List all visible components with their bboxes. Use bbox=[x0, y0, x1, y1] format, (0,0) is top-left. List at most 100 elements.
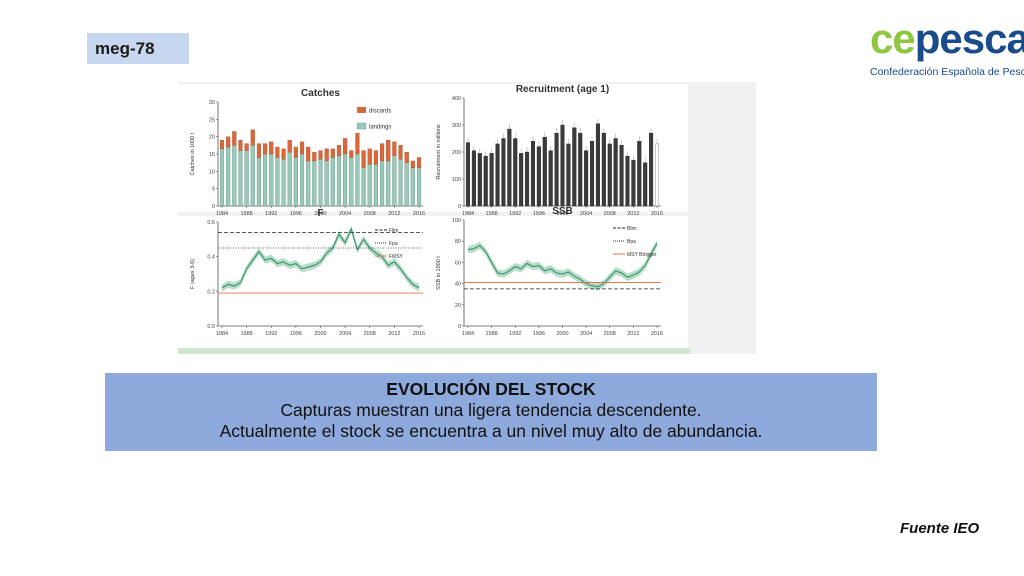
discards-bar bbox=[324, 148, 329, 162]
summary-heading: EVOLUCIÓN DEL STOCK bbox=[386, 379, 596, 399]
landings-bar bbox=[281, 159, 286, 207]
discards-bar bbox=[263, 143, 268, 155]
discards-bar bbox=[380, 143, 385, 162]
recruitment-bar bbox=[590, 141, 595, 207]
y-tick-label: 200 bbox=[452, 150, 461, 156]
x-tick-label: 1992 bbox=[265, 211, 277, 217]
x-tick-label: 1988 bbox=[486, 211, 498, 217]
cepesca-logo: cepesca Confederación Española de Pesca bbox=[870, 15, 1024, 80]
logo-wordmark: cepesca bbox=[870, 15, 1024, 62]
stock-figure: Catches Catches in 1000 t 0 5 10 15 20 25 30 1984… bbox=[178, 82, 756, 354]
recruitment-bar bbox=[525, 151, 530, 207]
y-tick-label: 0 bbox=[458, 204, 461, 210]
figure-bottom-strip bbox=[178, 348, 690, 354]
y-tick-label: 5 bbox=[212, 187, 215, 193]
recruitment-bar bbox=[542, 136, 547, 207]
legend-label: Fpa bbox=[389, 241, 398, 247]
recruitment-bar bbox=[483, 155, 488, 207]
landings-bar bbox=[256, 157, 261, 207]
discards-bar bbox=[287, 139, 292, 153]
recruitment-bar bbox=[560, 124, 565, 207]
recruitment-bar bbox=[471, 150, 476, 207]
recruitment-bar bbox=[601, 132, 606, 207]
discards-bar bbox=[330, 148, 335, 158]
x-tick-label: 2012 bbox=[627, 331, 639, 337]
y-tick-label: 40 bbox=[455, 282, 461, 288]
y-tick-label: 300 bbox=[452, 123, 461, 129]
x-tick-label: 2008 bbox=[604, 211, 616, 217]
legend-label: MSY Btrigger bbox=[627, 252, 657, 258]
x-tick-label: 1988 bbox=[241, 211, 253, 217]
discards-bar bbox=[355, 133, 360, 155]
y-tick-label: 400 bbox=[452, 96, 461, 102]
discards-bar bbox=[275, 146, 280, 158]
recruitment-bar bbox=[501, 138, 506, 207]
y-tick-label: 0.2 bbox=[207, 289, 215, 295]
discards-bar bbox=[410, 160, 415, 169]
x-tick-label: 1992 bbox=[509, 211, 521, 217]
landings-bar bbox=[398, 159, 403, 207]
recruitment-bar bbox=[584, 150, 589, 207]
discards-bar bbox=[226, 136, 231, 148]
landings-bar bbox=[275, 157, 280, 207]
panel-background bbox=[428, 216, 688, 350]
stock-summary-box: EVOLUCIÓN DEL STOCK Capturas muestran un… bbox=[105, 373, 877, 451]
x-tick-label: 1988 bbox=[241, 331, 253, 337]
landings-bar bbox=[404, 162, 409, 207]
summary-line-2: Actualmente el stock se encuentra a un n… bbox=[219, 421, 763, 441]
landings-bar bbox=[410, 167, 415, 207]
landings-bar bbox=[324, 160, 329, 207]
landings-bar bbox=[269, 153, 274, 207]
recruitment-bar bbox=[578, 132, 583, 207]
estimate-line bbox=[221, 227, 420, 289]
y-tick-label: 100 bbox=[452, 177, 461, 183]
legend-swatch-discards bbox=[357, 107, 366, 113]
x-tick-label: 2016 bbox=[651, 331, 663, 337]
discards-bar bbox=[373, 150, 378, 165]
y-axis-label: SSB in 1000 t bbox=[436, 256, 442, 290]
recruitment-bar bbox=[619, 145, 624, 207]
source-label: Fuente IEO bbox=[900, 520, 980, 537]
legend-swatch-landings bbox=[356, 122, 367, 130]
recruitment-bar bbox=[643, 162, 648, 207]
landings-bar bbox=[238, 150, 243, 207]
recruitment-bar bbox=[631, 159, 636, 207]
y-tick-label: 20 bbox=[209, 135, 215, 141]
slide-code-label: meg-78 bbox=[87, 33, 189, 64]
discards-bar bbox=[269, 141, 274, 155]
discards-bar bbox=[349, 150, 354, 158]
discards-bar bbox=[256, 143, 261, 158]
y-tick-label: 0 bbox=[212, 204, 215, 210]
landings-bar bbox=[361, 167, 366, 207]
legend-label: FMSY bbox=[389, 254, 404, 260]
chart-title: Catches bbox=[301, 88, 340, 99]
logo-subtitle: Confederación Española de Pesca bbox=[870, 66, 1024, 78]
landings-bar bbox=[250, 145, 255, 207]
y-tick-label: 20 bbox=[455, 303, 461, 309]
recruitment-bar bbox=[566, 143, 571, 207]
discards-bar bbox=[367, 148, 372, 165]
discards-bar bbox=[238, 139, 243, 151]
landings-bar bbox=[299, 153, 305, 207]
y-axis-label: F (ages 3-6) bbox=[190, 259, 196, 289]
discards-bar bbox=[244, 143, 249, 151]
stock-charts: Catches Catches in 1000 t 0 5 10 15 20 25 30 1984… bbox=[178, 84, 688, 350]
discards-bar bbox=[398, 145, 403, 160]
recruitment-bar bbox=[595, 123, 600, 207]
recruitment-bar bbox=[654, 143, 660, 207]
legend-label-discards: discards bbox=[369, 109, 391, 115]
recruitment-bar bbox=[495, 143, 500, 207]
chart-title: Recruitment (age 1) bbox=[516, 84, 609, 95]
landings-bar bbox=[330, 157, 335, 207]
x-tick-label: 2016 bbox=[651, 211, 663, 217]
confidence-band bbox=[222, 225, 419, 292]
recruitment-bar bbox=[477, 153, 482, 207]
x-tick-label: 2008 bbox=[364, 211, 376, 217]
y-axis-label: Recruitment in millions bbox=[436, 124, 442, 180]
landings-bar bbox=[367, 164, 372, 207]
y-tick-label: 15 bbox=[209, 152, 215, 158]
recruitment-bar bbox=[489, 153, 494, 207]
x-tick-label: 2012 bbox=[388, 211, 400, 217]
estimate-line bbox=[467, 243, 658, 288]
